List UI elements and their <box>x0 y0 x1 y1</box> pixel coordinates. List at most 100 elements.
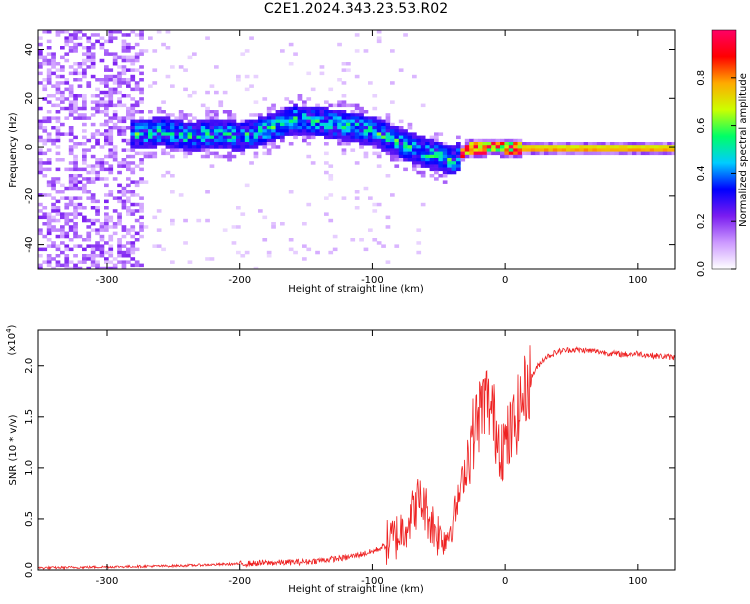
spectrogram-cell <box>280 132 285 136</box>
spectrogram-cell <box>187 260 193 264</box>
spectrogram-cell <box>64 206 70 210</box>
spectrogram-cell <box>473 138 479 143</box>
spectrogram-cell <box>60 122 65 127</box>
spectrogram-cell <box>46 193 52 197</box>
spectrogram-cell <box>99 266 105 269</box>
spectrogram-cell <box>117 132 122 136</box>
spectrogram-cell <box>390 49 395 53</box>
spectrogram-cell <box>82 257 87 261</box>
spectrogram-cell <box>368 116 373 120</box>
spectrogram-cell <box>73 228 78 232</box>
spectrogram-cell <box>310 161 316 165</box>
spectrogram-cell <box>126 113 131 117</box>
spectrogram-cell <box>561 145 567 149</box>
spectrogram-cell <box>55 254 61 258</box>
spectrogram-cell <box>64 257 70 261</box>
spectrogram-cell <box>108 151 114 156</box>
spectrogram-cell <box>416 145 422 149</box>
spectrogram-cell <box>73 103 78 108</box>
spectrogram-cell <box>51 58 56 63</box>
spectrogram-cell <box>46 81 52 85</box>
spectrogram-cell <box>68 174 74 178</box>
snr-scale-label: (x104) <box>5 324 18 355</box>
spectrogram-cell <box>412 135 417 140</box>
spectrogram-cell <box>570 142 576 146</box>
spectrogram-cell <box>134 231 140 236</box>
spectrogram-cell <box>148 116 153 120</box>
spectrogram-cell <box>178 129 184 133</box>
spectrogram-cell <box>372 129 378 133</box>
spectrogram-cell <box>126 94 131 98</box>
spectrogram-cell <box>139 225 144 229</box>
spectrogram-cell <box>288 122 294 127</box>
spectrogram-cell <box>68 49 74 53</box>
spectrogram-cell <box>95 174 100 178</box>
spectrogram-cell <box>618 145 624 149</box>
spectrogram-cell <box>161 126 166 130</box>
spectrogram-x-tick-label: -200 <box>228 275 251 286</box>
spectrogram-cell <box>99 103 105 108</box>
spectrogram-cell <box>429 164 435 168</box>
spectrogram-cell <box>469 142 474 146</box>
spectrogram-cell <box>68 196 74 200</box>
spectrogram-cell <box>636 145 642 149</box>
spectrogram-cell <box>73 183 78 188</box>
spectrogram-cell <box>618 148 624 152</box>
spectrogram-cell <box>46 161 52 165</box>
spectrogram-cell <box>134 183 140 188</box>
spectrogram-cell <box>104 215 109 220</box>
spectrogram-cell <box>442 142 448 146</box>
spectrogram-cell <box>319 113 325 117</box>
spectrogram-x-ticks: -300 -200 -100 0 100 <box>96 30 647 286</box>
spectrogram-cell <box>372 138 378 143</box>
spectrogram-cell <box>244 126 250 130</box>
spectrogram-cell <box>90 74 96 79</box>
spectrogram-cell <box>187 142 193 146</box>
spectrogram-cell <box>478 142 483 146</box>
spectrogram-cell <box>640 148 646 152</box>
spectrogram-cell <box>209 132 215 136</box>
spectrogram-cell <box>346 135 351 140</box>
spectrogram-cell <box>170 132 175 136</box>
spectrogram-cell <box>192 148 197 152</box>
spectrogram-cell <box>337 78 342 82</box>
spectrogram-cell <box>64 132 70 136</box>
spectrogram-cell <box>139 65 144 69</box>
spectrogram-cell <box>170 119 175 124</box>
spectrogram-cell <box>86 55 92 60</box>
spectrogram-cell <box>566 142 571 146</box>
spectrogram-cell <box>73 222 78 226</box>
spectrogram-cell <box>73 68 78 72</box>
spectrogram-cell <box>350 119 356 124</box>
spectrogram-cell <box>200 122 206 127</box>
spectrogram-cell <box>108 103 114 108</box>
spectrogram-cell <box>530 142 536 146</box>
spectrogram-cell <box>156 228 162 232</box>
spectrogram-cell <box>73 106 78 111</box>
spectrogram-cell <box>68 106 74 111</box>
spectrogram-cell <box>104 183 109 188</box>
spectrogram-cell <box>632 148 637 152</box>
spectrogram-cell <box>42 174 48 178</box>
spectrogram-cell <box>359 113 364 117</box>
spectrogram-cell <box>328 119 334 124</box>
spectrogram-cell <box>51 241 56 245</box>
spectrogram-cell <box>68 39 74 44</box>
spectrogram-cell <box>398 119 404 124</box>
spectrogram-cell <box>161 42 166 47</box>
spectrogram-cell <box>68 145 74 149</box>
spectrogram-cell <box>178 126 184 130</box>
spectrogram-cell <box>68 266 74 269</box>
spectrogram-cell <box>104 266 109 269</box>
spectrogram-x-tick-label: 100 <box>628 275 647 286</box>
spectrogram-cell <box>38 106 43 111</box>
spectrogram-cell <box>46 138 52 143</box>
spectrogram-cell <box>205 116 210 120</box>
spectrogram-cell <box>262 135 268 140</box>
spectrogram-cell <box>112 103 118 108</box>
spectrogram-cell <box>394 148 400 152</box>
spectrogram-cell <box>68 167 74 172</box>
spectrogram-cell <box>170 84 175 88</box>
spectrogram-cell <box>332 103 338 108</box>
spectrogram-cell <box>332 113 338 117</box>
